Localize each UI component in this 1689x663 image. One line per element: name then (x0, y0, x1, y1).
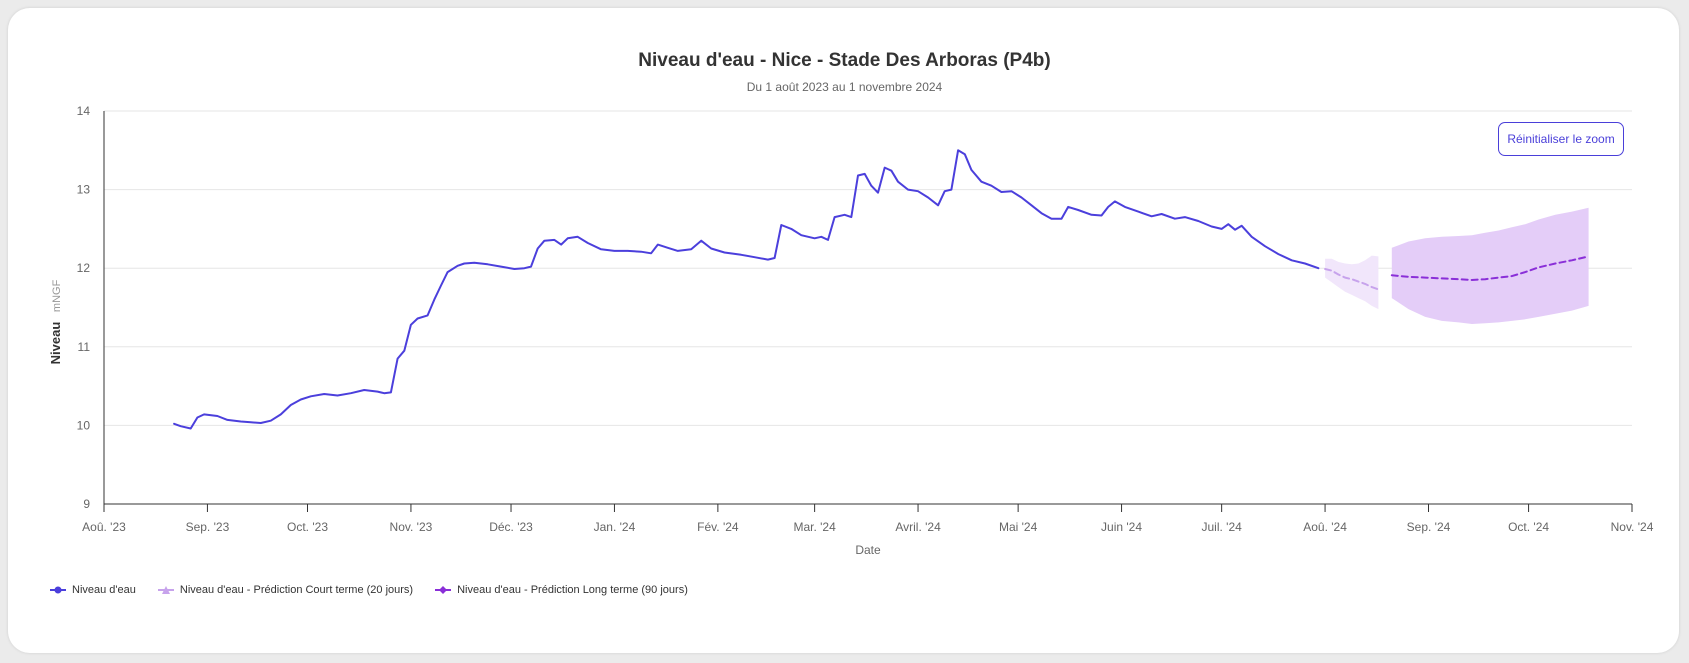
x-tick-label: Oct. '23 (287, 520, 328, 534)
legend-label: Niveau d'eau - Prédiction Long terme (90… (457, 584, 688, 596)
series-lines[interactable] (173, 149, 1590, 430)
legend-item-niveau[interactable]: Niveau d'eau (50, 584, 136, 596)
legend-marker-diamond-icon (435, 586, 452, 594)
prediction-bands (1325, 207, 1589, 324)
x-tick-label: Aoû. '24 (1303, 520, 1347, 534)
x-tick-label: Nov. '23 (390, 520, 433, 534)
reset-zoom-button[interactable]: Réinitialiser le zoom (1498, 122, 1624, 156)
y-tick-label: 10 (77, 418, 91, 432)
y-tick-label: 11 (78, 340, 91, 354)
x-tick-label: Fév. '24 (697, 520, 739, 534)
y-tick-label: 14 (77, 104, 91, 118)
axes (103, 111, 1633, 512)
chart-subtitle: Du 1 août 2023 au 1 novembre 2024 (746, 80, 943, 94)
x-tick-label: Juin '24 (1101, 520, 1142, 534)
x-tick-label: Déc. '23 (489, 520, 533, 534)
legend-marker-circle-icon (50, 586, 66, 594)
chart-card (8, 8, 1679, 653)
x-tick-label: Mai '24 (999, 520, 1038, 534)
legend-marker-triangle-icon (157, 586, 174, 594)
y-axis-label-unit: mNGF (51, 279, 63, 312)
legend-label: Niveau d'eau (72, 584, 136, 596)
y-tick-labels: 9 10 11 12 13 14 (77, 104, 91, 511)
x-tick-label: Oct. '24 (1508, 520, 1549, 534)
y-axis-label-name: Niveau (48, 322, 63, 365)
chart-legend: Niveau d'eau Niveau d'eau - Prédiction C… (50, 582, 710, 598)
y-tick-label: 12 (77, 261, 91, 275)
y-tick-label: 13 (77, 183, 91, 197)
y-tick-label: 9 (83, 497, 90, 511)
confidence-band-1 (1325, 255, 1379, 310)
x-tick-label: Juil. '24 (1201, 520, 1242, 534)
x-tick-label: Nov. '24 (1611, 520, 1654, 534)
x-tick-label: Jan. '24 (594, 520, 636, 534)
y-axis-label: Niveau mNGF (48, 279, 63, 364)
legend-label: Niveau d'eau - Prédiction Court terme (2… (179, 584, 414, 596)
confidence-band-2 (1391, 207, 1589, 324)
x-tick-labels: Aoû. '23 Sep. '23 Oct. '23 Nov. '23 Déc. '23… (82, 520, 1654, 534)
series-line-2[interactable] (1390, 255, 1590, 281)
x-axis-label: Date (855, 543, 881, 557)
x-tick-label: Avril. '24 (895, 520, 941, 534)
series-line-0[interactable] (173, 149, 1320, 430)
x-tick-label: Mar. '24 (793, 520, 836, 534)
chart-title: Niveau d'eau - Nice - Stade Des Arboras … (638, 50, 1051, 71)
legend-item-court-terme[interactable]: Niveau d'eau - Prédiction Court terme (2… (157, 584, 414, 596)
x-tick-label: Sep. '24 (1407, 520, 1451, 534)
series-line-1[interactable] (1324, 268, 1380, 291)
x-tick-label: Sep. '23 (186, 520, 230, 534)
x-tick-label: Aoû. '23 (82, 520, 126, 534)
legend-item-long-terme[interactable]: Niveau d'eau - Prédiction Long terme (90… (435, 584, 688, 596)
